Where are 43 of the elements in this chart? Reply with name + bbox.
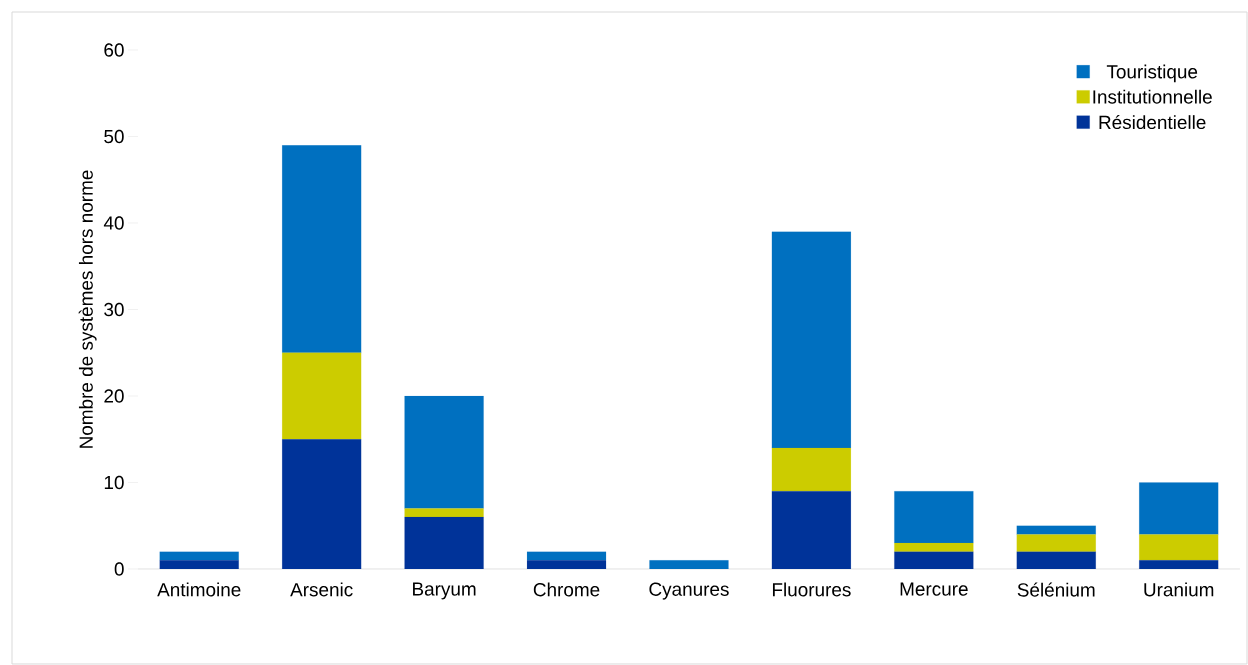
- bar: [771, 231, 851, 448]
- bar: [404, 508, 484, 518]
- x-tick-label: Antimoine: [157, 582, 241, 597]
- bar: [1139, 534, 1219, 561]
- y-tick-label: 50: [104, 129, 124, 144]
- legend-label: Résidentielle: [1099, 114, 1206, 130]
- bar: [159, 551, 239, 561]
- y-tick-label: 20: [104, 389, 124, 403]
- bar: [894, 542, 974, 552]
- bar: [894, 491, 974, 544]
- x-tick-label: Chrome: [533, 582, 600, 597]
- y-tick-label: 10: [104, 475, 124, 490]
- legend-label: Touristique: [1106, 64, 1198, 83]
- bar: [159, 560, 239, 569]
- bar: [404, 395, 484, 509]
- x-tick-label: Uranium: [1144, 582, 1214, 597]
- x-tick-label: Cyanures: [649, 582, 729, 600]
- bar: [282, 352, 362, 440]
- x-tick-label: Arsenic: [290, 582, 353, 597]
- bar: [894, 551, 974, 569]
- bar: [1016, 525, 1096, 535]
- bar: [1016, 551, 1096, 569]
- bar: [1139, 560, 1219, 569]
- y-tick-label: 40: [103, 216, 124, 230]
- bar: [526, 560, 607, 569]
- bar: [1016, 534, 1096, 552]
- x-tick-label: Sélénium: [1017, 582, 1095, 597]
- bar: [282, 145, 362, 353]
- y-tick-label: 0: [114, 562, 124, 576]
- y-axis-title: Nombre de systèmes hors norme: [78, 170, 97, 448]
- bar: [771, 447, 851, 492]
- x-tick-label: Mercure: [900, 582, 968, 596]
- bar: [282, 439, 362, 569]
- x-tick-label: Baryum: [413, 582, 476, 600]
- legend-label: Institutionnelle: [1093, 89, 1212, 104]
- bar: [526, 551, 607, 561]
- bar: [404, 517, 484, 569]
- x-tick-label: Fluorures: [772, 582, 851, 597]
- y-tick-label: 30: [104, 302, 124, 317]
- bar: [1139, 482, 1219, 535]
- y-tick-label: 60: [104, 43, 124, 57]
- bar: [771, 491, 851, 569]
- bar: [649, 560, 729, 569]
